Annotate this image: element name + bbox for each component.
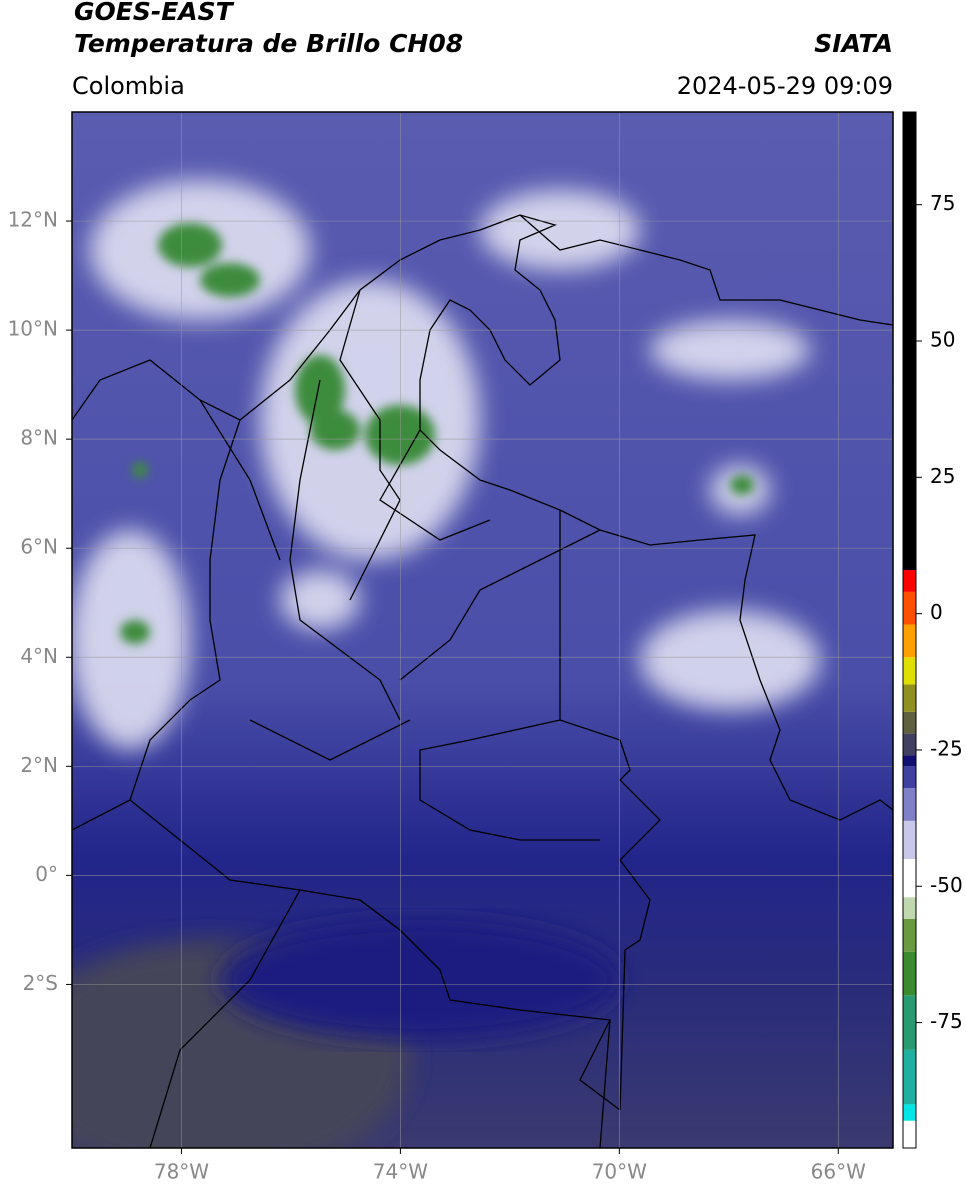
y-tick-label: 2°N — [20, 753, 58, 777]
colorbar-segment — [903, 624, 916, 658]
colorbar-segment — [903, 951, 916, 996]
colorbar-segment — [903, 1120, 916, 1148]
source: SIATA — [814, 29, 893, 58]
y-tick-label: 10°N — [8, 317, 58, 341]
colorbar-segment — [903, 112, 916, 571]
y-tick-label: 4°N — [20, 644, 58, 668]
y-tick-label: 2°S — [23, 971, 58, 995]
colorbar-tick-label: -75 — [930, 1009, 963, 1033]
colorbar-segment — [903, 657, 916, 685]
colorbar-segment — [903, 570, 916, 592]
colorbar-tick-label: 75 — [930, 191, 955, 215]
colorbar-segment — [903, 711, 916, 734]
colorbar-segment — [903, 766, 916, 789]
x-tick-label: 66°W — [811, 1160, 866, 1184]
title: GOES-EAST — [74, 0, 235, 26]
colorbar-frame — [902, 111, 917, 1149]
x-tick-label: 74°W — [373, 1160, 428, 1184]
y-tick-label: 6°N — [20, 535, 58, 559]
subtitle: Temperatura de Brillo CH08 — [74, 29, 463, 58]
colorbar-tick-label: -25 — [930, 736, 963, 760]
colorbar-segment — [903, 995, 916, 1050]
colorbar-segment — [903, 733, 916, 756]
colorbar-tick-label: 25 — [930, 464, 955, 488]
colorbar-tick-label: 0 — [930, 600, 943, 624]
colorbar — [903, 112, 916, 1148]
colorbar-segment — [903, 788, 916, 821]
grid — [72, 112, 893, 1148]
colorbar-segment — [903, 918, 916, 952]
colorbar-segment — [903, 859, 916, 898]
colorbar-tick-label: -50 — [930, 873, 963, 897]
map-frame — [71, 111, 894, 1149]
colorbar-segment — [903, 755, 916, 767]
y-tick-label: 0° — [35, 862, 58, 886]
colorbar-segment — [903, 820, 916, 860]
x-tick-label: 70°W — [592, 1160, 647, 1184]
colorbar-segment — [903, 591, 916, 625]
x-tick-label: 78°W — [154, 1160, 209, 1184]
y-tick-label: 12°N — [8, 208, 58, 232]
colorbar-segment — [903, 1104, 916, 1121]
colorbar-segment — [903, 897, 916, 919]
region: Colombia — [72, 72, 185, 100]
y-tick-label: 8°N — [20, 426, 58, 450]
colorbar-tick-label: 50 — [930, 328, 955, 352]
colorbar-segment — [903, 684, 916, 712]
colorbar-segment — [903, 1049, 916, 1105]
satellite-image — [72, 112, 893, 1148]
datetime: 2024-05-29 09:09 — [677, 72, 893, 100]
